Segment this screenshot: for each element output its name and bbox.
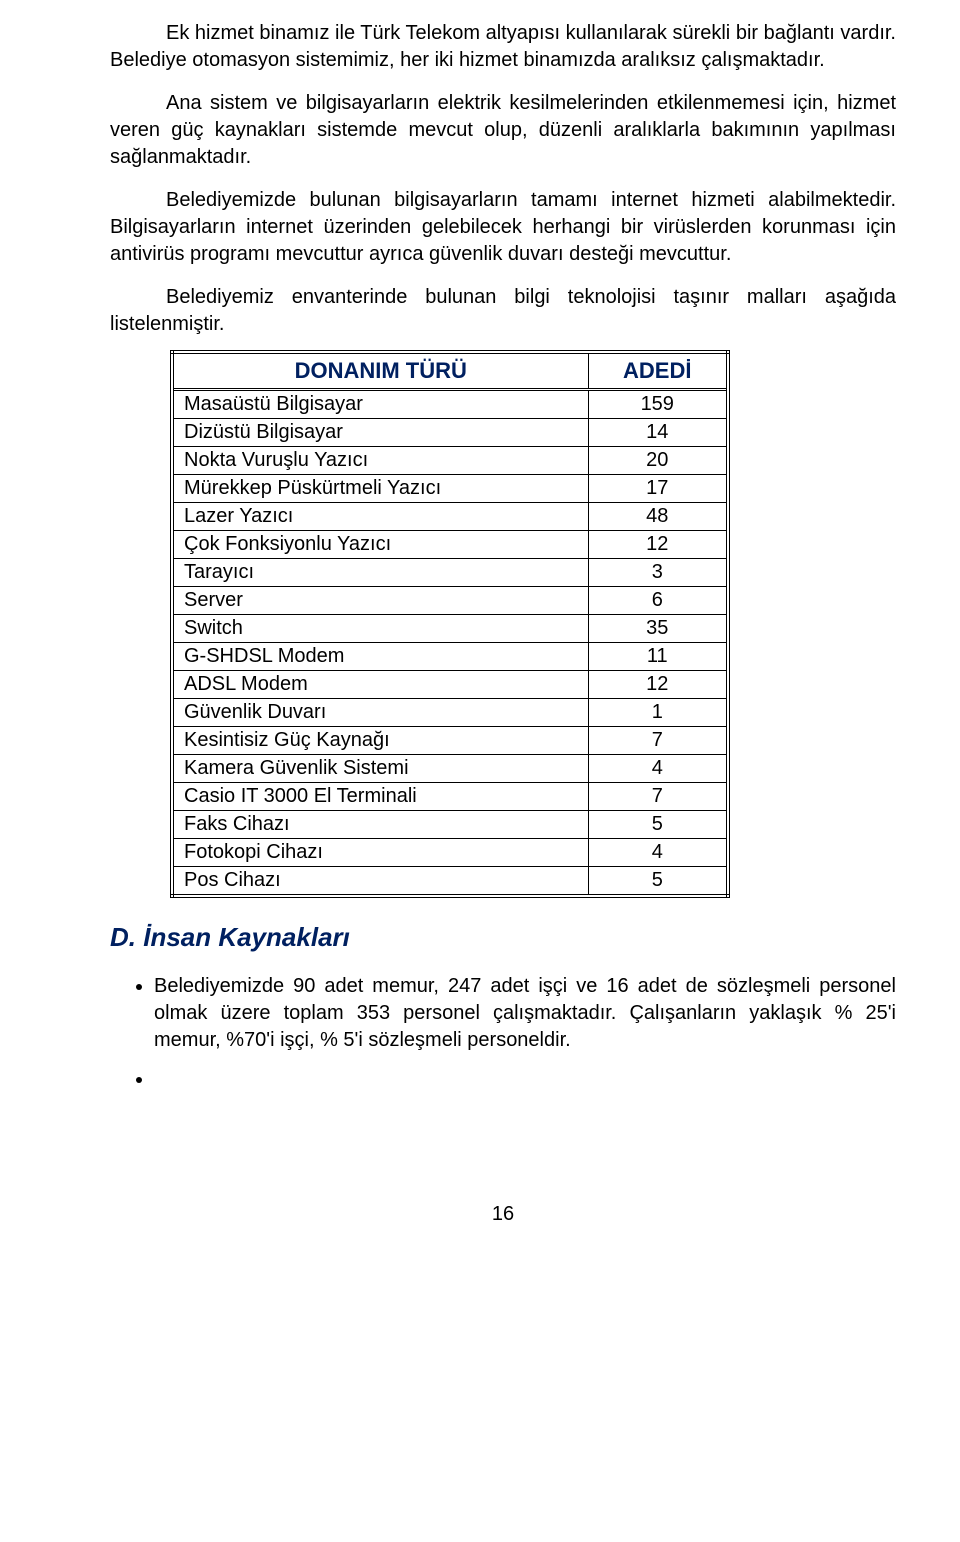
table-cell-name: Server	[172, 587, 588, 615]
table-header-row: DONANIM TÜRÜ ADEDİ	[172, 352, 728, 390]
table-row: Nokta Vuruşlu Yazıcı20	[172, 447, 728, 475]
bullet-item-empty	[154, 1066, 896, 1093]
document-page: Ek hizmet binamız ile Türk Telekom altya…	[0, 0, 960, 1266]
table-cell-qty: 12	[588, 671, 728, 699]
table-cell-name: Çok Fonksiyonlu Yazıcı	[172, 531, 588, 559]
table-cell-name: Switch	[172, 615, 588, 643]
bullet-list: Belediyemizde 90 adet memur, 247 adet iş…	[110, 973, 896, 1093]
hardware-table: DONANIM TÜRÜ ADEDİ Masaüstü Bilgisayar15…	[170, 350, 730, 898]
table-cell-name: Güvenlik Duvarı	[172, 699, 588, 727]
table-cell-name: Mürekkep Püskürtmeli Yazıcı	[172, 475, 588, 503]
table-row: Fotokopi Cihazı4	[172, 839, 728, 867]
table-cell-qty: 11	[588, 643, 728, 671]
table-cell-name: Fotokopi Cihazı	[172, 839, 588, 867]
table-cell-qty: 14	[588, 419, 728, 447]
table-cell-qty: 48	[588, 503, 728, 531]
table-cell-qty: 7	[588, 727, 728, 755]
paragraph-2: Ana sistem ve bilgisayarların elektrik k…	[110, 90, 896, 171]
table-cell-qty: 20	[588, 447, 728, 475]
paragraph-1: Ek hizmet binamız ile Türk Telekom altya…	[110, 20, 896, 74]
table-cell-qty: 159	[588, 390, 728, 419]
table-cell-qty: 3	[588, 559, 728, 587]
table-row: Pos Cihazı5	[172, 867, 728, 897]
table-row: Kesintisiz Güç Kaynağı7	[172, 727, 728, 755]
table-cell-name: G-SHDSL Modem	[172, 643, 588, 671]
table-cell-qty: 12	[588, 531, 728, 559]
table-row: ADSL Modem12	[172, 671, 728, 699]
table-row: Lazer Yazıcı48	[172, 503, 728, 531]
table-header-type: DONANIM TÜRÜ	[172, 352, 588, 390]
table-row: Kamera Güvenlik Sistemi4	[172, 755, 728, 783]
table-cell-qty: 35	[588, 615, 728, 643]
table-cell-name: Pos Cihazı	[172, 867, 588, 897]
table-cell-name: Kamera Güvenlik Sistemi	[172, 755, 588, 783]
paragraph-4: Belediyemiz envanterinde bulunan bilgi t…	[110, 284, 896, 338]
table-row: Switch35	[172, 615, 728, 643]
bullet-item-1: Belediyemizde 90 adet memur, 247 adet iş…	[154, 973, 896, 1054]
table-cell-name: Casio IT 3000 El Terminali	[172, 783, 588, 811]
table-row: Güvenlik Duvarı1	[172, 699, 728, 727]
table-cell-qty: 17	[588, 475, 728, 503]
table-row: Faks Cihazı5	[172, 811, 728, 839]
table-cell-name: ADSL Modem	[172, 671, 588, 699]
table-cell-name: Dizüstü Bilgisayar	[172, 419, 588, 447]
table-cell-name: Nokta Vuruşlu Yazıcı	[172, 447, 588, 475]
table-cell-qty: 5	[588, 811, 728, 839]
table-row: Tarayıcı3	[172, 559, 728, 587]
table-cell-qty: 4	[588, 839, 728, 867]
table-cell-name: Kesintisiz Güç Kaynağı	[172, 727, 588, 755]
table-row: Masaüstü Bilgisayar159	[172, 390, 728, 419]
table-cell-name: Faks Cihazı	[172, 811, 588, 839]
table-row: G-SHDSL Modem11	[172, 643, 728, 671]
paragraph-3: Belediyemizde bulunan bilgisayarların ta…	[110, 187, 896, 268]
table-row: Casio IT 3000 El Terminali7	[172, 783, 728, 811]
table-row: Server6	[172, 587, 728, 615]
table-cell-name: Tarayıcı	[172, 559, 588, 587]
table-row: Dizüstü Bilgisayar14	[172, 419, 728, 447]
table-cell-qty: 1	[588, 699, 728, 727]
table-cell-qty: 4	[588, 755, 728, 783]
section-heading-insan-kaynaklari: D. İnsan Kaynakları	[110, 922, 896, 953]
table-cell-qty: 6	[588, 587, 728, 615]
table-row: Çok Fonksiyonlu Yazıcı12	[172, 531, 728, 559]
table-cell-qty: 5	[588, 867, 728, 897]
table-cell-name: Lazer Yazıcı	[172, 503, 588, 531]
table-cell-name: Masaüstü Bilgisayar	[172, 390, 588, 419]
table-header-qty: ADEDİ	[588, 352, 728, 390]
table-cell-qty: 7	[588, 783, 728, 811]
table-row: Mürekkep Püskürtmeli Yazıcı17	[172, 475, 728, 503]
page-number: 16	[110, 1203, 896, 1226]
